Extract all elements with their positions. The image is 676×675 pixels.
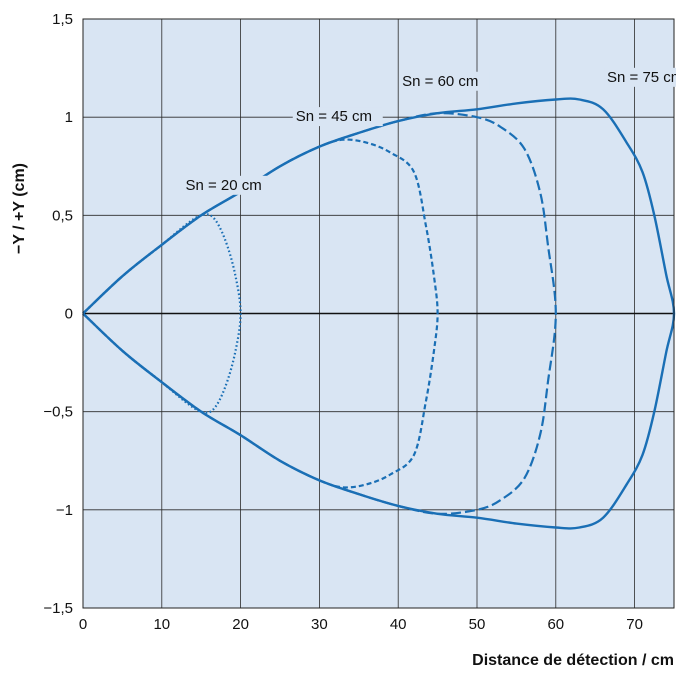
curve-label-bg-sn-45-cm xyxy=(292,107,383,127)
y-tick-label-4: 0,5 xyxy=(52,207,73,224)
x-axis-title: Distance de détection / cm xyxy=(472,652,674,669)
curve-label-bg-sn-75-cm xyxy=(604,67,676,87)
y-tick-label-6: 1,5 xyxy=(52,11,73,28)
tick-labels: 0 10 20 30 40 50 60 70 −1,5 −1 −0,5 0 0,5 1 1,5 xyxy=(43,11,643,633)
x-tick-label-2: 20 xyxy=(232,616,249,633)
curve-label-sn-20-cm: Sn = 20 cm xyxy=(185,177,261,194)
x-tick-label-7: 70 xyxy=(626,616,643,633)
x-tick-label-5: 50 xyxy=(469,616,486,633)
x-tick-label-3: 30 xyxy=(311,616,328,633)
x-tick-label-6: 60 xyxy=(547,616,564,633)
curve-label-bg-sn-60-cm xyxy=(399,71,490,91)
curve-label-bg-sn-20-cm xyxy=(182,175,273,195)
x-tick-label-1: 10 xyxy=(153,616,170,633)
y-axis-title: −Y / +Y (cm) xyxy=(11,163,28,254)
y-tick-label-1: −1 xyxy=(56,502,73,519)
curve-label-sn-45-cm: Sn = 45 cm xyxy=(296,108,372,125)
curve-label-sn-75-cm: Sn = 75 cm xyxy=(607,69,676,86)
plot-frame xyxy=(82,18,675,609)
y-tick-label-2: −0,5 xyxy=(43,404,73,421)
curve-labels: Sn = 20 cm Sn = 45 cm Sn = 60 cm Sn = 75 cm xyxy=(182,67,676,195)
y-tick-label-0: −1,5 xyxy=(43,600,73,617)
y-tick-label-5: 1 xyxy=(65,109,73,126)
y-tick-label-3: 0 xyxy=(65,306,73,323)
curve-label-sn-60-cm: Sn = 60 cm xyxy=(402,73,478,90)
x-tick-label-0: 0 xyxy=(79,616,87,633)
x-tick-label-4: 40 xyxy=(390,616,407,633)
